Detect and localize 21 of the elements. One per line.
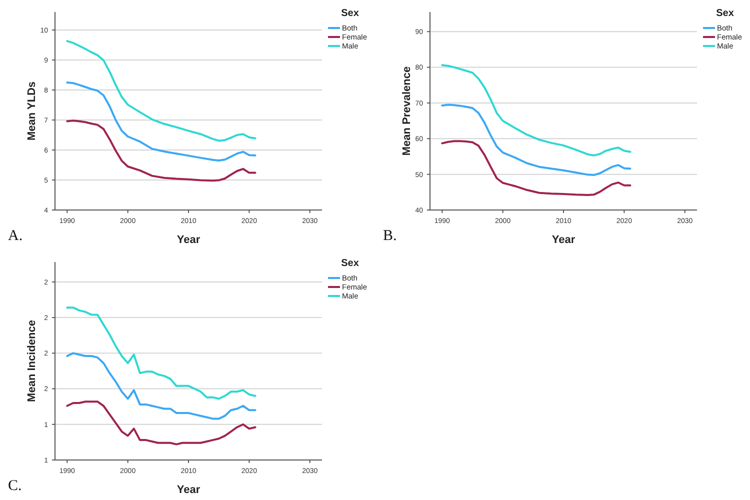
y-axis-title: Mean Incidence	[26, 320, 38, 402]
line-series	[66, 400, 256, 446]
x-axis-title: Year	[176, 484, 201, 496]
y-axis-title: Mean Prevalence	[401, 66, 413, 156]
line-series	[66, 352, 256, 420]
legend-title: Sex	[341, 258, 360, 269]
x-axis-title: Year	[552, 234, 576, 246]
line-series	[66, 120, 256, 182]
legend-title: Sex	[341, 8, 360, 19]
text: C.	[8, 478, 22, 494]
text: A.	[8, 228, 23, 244]
text: B.	[383, 228, 397, 244]
legend-title: Sex	[716, 8, 734, 19]
line-series	[66, 82, 256, 162]
line-series	[441, 140, 632, 196]
line-series	[441, 104, 632, 176]
line-series	[441, 64, 632, 156]
x-axis-title: Year	[176, 234, 201, 246]
line-series	[66, 40, 256, 142]
y-axis-title: Mean YLDs	[26, 81, 38, 141]
line-series	[66, 306, 256, 400]
